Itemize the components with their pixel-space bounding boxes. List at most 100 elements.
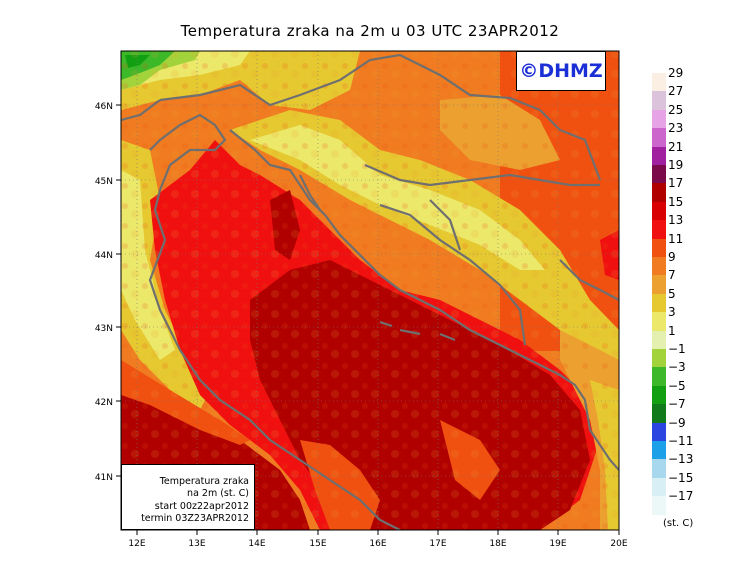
legend-label: −9 [668, 415, 686, 430]
legend-swatch [652, 238, 666, 257]
legend-swatch [652, 404, 666, 423]
legend-swatch [652, 275, 666, 294]
legend-swatch [652, 146, 666, 165]
legend-item: 7 [652, 269, 712, 294]
dhmz-logo: ©DHMZ [516, 51, 606, 91]
legend-swatch [652, 496, 666, 515]
legend-label: −1 [668, 342, 686, 356]
legend-label: 9 [668, 250, 676, 264]
legend-label: 13 [668, 213, 684, 228]
legend-label: −15 [668, 470, 694, 485]
legend-swatch [652, 477, 666, 497]
lat-label: 43N [95, 324, 113, 334]
legend-item: 1 [652, 325, 712, 349]
legend-item: 13 [652, 214, 712, 239]
info-box: Temperatura zraka na 2m (st. C) start 00… [121, 464, 255, 530]
legend-item: −1 [652, 343, 712, 368]
legend-label: −11 [668, 434, 694, 448]
legend-label: 15 [668, 194, 684, 209]
legend-label: 7 [668, 268, 676, 283]
map-title: Temperatura zraka na 2m u 03 UTC 23APR20… [180, 22, 560, 40]
legend-item: 15 [652, 196, 712, 221]
legend-swatch [652, 128, 666, 147]
legend-swatch [652, 73, 666, 92]
legend-label: 29 [668, 66, 684, 80]
legend-swatch [652, 385, 666, 405]
lat-label: 44N [95, 251, 113, 261]
axis-ticks [116, 104, 620, 535]
legend-swatch [652, 220, 666, 239]
legend-label: 27 [668, 84, 684, 99]
legend-item: 11 [652, 233, 712, 257]
legend-label: 23 [668, 121, 684, 136]
lon-label: 15E [309, 539, 326, 549]
legend-item: −11 [652, 435, 712, 460]
legend-label: 19 [668, 158, 684, 172]
legend-item: 27 [652, 85, 712, 110]
legend-swatch [652, 459, 666, 478]
legend-label: −13 [668, 452, 694, 467]
legend-label: −17 [668, 489, 694, 504]
lon-label: 18E [489, 539, 506, 549]
info-line: start 00z22apr2012 [154, 500, 249, 512]
legend-item: 21 [652, 141, 712, 165]
info-line: Temperatura zraka [159, 476, 249, 487]
legend-swatch [652, 422, 666, 441]
legend-item: −7 [652, 398, 712, 423]
legend-label: 3 [668, 305, 676, 320]
coastline-border-lines [121, 53, 619, 530]
legend-swatch [652, 109, 666, 129]
legend-swatch [652, 201, 666, 221]
lon-label: 16E [369, 539, 386, 549]
legend-item: 25 [652, 104, 712, 129]
legend-label: 1 [668, 323, 676, 338]
legend-label: −7 [668, 397, 686, 412]
legend-item: −13 [652, 453, 712, 478]
legend-swatch [652, 165, 666, 184]
legend-item: 9 [652, 251, 712, 276]
legend-item: −15 [652, 472, 712, 497]
lat-label: 41N [95, 473, 113, 483]
legend-label: −3 [668, 360, 686, 375]
map-frame [120, 50, 620, 531]
info-line: na 2m (st. C) [187, 488, 249, 500]
lon-label: 13E [188, 539, 205, 549]
temperature-field [121, 51, 619, 530]
legend-swatch [652, 91, 666, 110]
legend-item: −9 [652, 417, 712, 441]
lat-label: 42N [95, 398, 113, 408]
legend-label: 25 [668, 102, 684, 117]
graticule [121, 51, 619, 530]
lon-label: 19E [549, 539, 566, 549]
legend-swatch [652, 257, 666, 276]
legend-label: 11 [668, 231, 684, 246]
legend-item: −17 [652, 490, 712, 515]
legend-item: −3 [652, 361, 712, 386]
legend-label: 21 [668, 139, 684, 154]
legend-item: 5 [652, 288, 712, 313]
legend-item: 19 [652, 159, 712, 184]
legend-units: (st. C) [663, 518, 694, 529]
lat-label: 45N [95, 177, 113, 187]
legend-swatch [652, 349, 666, 368]
legend-swatch [652, 312, 666, 331]
legend-swatch [652, 293, 666, 313]
lon-label: 20E [610, 539, 627, 549]
legend-swatch [652, 367, 666, 386]
legend-item: 23 [652, 122, 712, 147]
legend-swatch [652, 183, 666, 202]
lon-label: 12E [128, 539, 145, 549]
legend-swatch [652, 330, 666, 349]
lon-label: 17E [429, 539, 446, 549]
lon-label: 14E [248, 539, 265, 549]
legend-label: 5 [668, 286, 676, 301]
legend-item: −5 [652, 380, 712, 405]
legend-swatch [652, 441, 666, 460]
legend-item: 29 [652, 67, 712, 92]
legend-item: 17 [652, 177, 712, 202]
legend-label: 17 [668, 176, 684, 191]
legend-item: 3 [652, 306, 712, 331]
legend-label: −5 [668, 378, 686, 393]
info-line: termin 03Z23APR2012 [141, 513, 249, 525]
